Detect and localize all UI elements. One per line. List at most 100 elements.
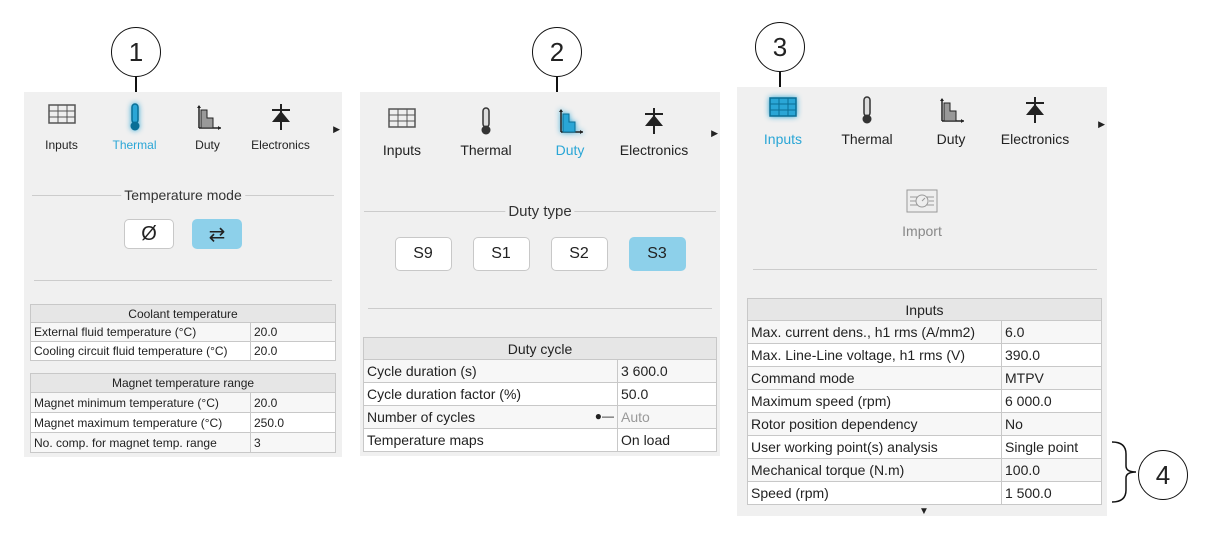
row-value[interactable]: MTPV bbox=[1001, 366, 1102, 390]
row-value[interactable]: Single point bbox=[1001, 435, 1102, 459]
row-label: Max. Line-Line voltage, h1 rms (V) bbox=[747, 343, 1002, 367]
callout-3: 3 bbox=[755, 22, 805, 72]
table-icon bbox=[25, 102, 98, 134]
scroll-down-arrow[interactable]: ▼ bbox=[919, 506, 929, 517]
tab-label: Inputs bbox=[45, 138, 78, 152]
duty-type-buttons: S9 S1 S2 S3 bbox=[360, 237, 720, 271]
row-label: Cycle duration (s) bbox=[363, 359, 618, 383]
duty-s2-button[interactable]: S2 bbox=[550, 237, 608, 271]
callout-4: 4 bbox=[1138, 450, 1188, 500]
row-label: No. comp. for magnet temp. range bbox=[30, 432, 251, 453]
duty-chart-icon bbox=[171, 102, 244, 134]
row-value[interactable]: 250.0 bbox=[250, 412, 336, 433]
row-value[interactable]: 390.0 bbox=[1001, 343, 1102, 367]
row-label: Rotor position dependency bbox=[747, 412, 1002, 436]
table-row: User working point(s) analysis Single poi… bbox=[747, 435, 1102, 459]
table-row: No. comp. for magnet temp. range 3 bbox=[30, 432, 336, 453]
diode-icon bbox=[993, 95, 1077, 127]
duty-chart-icon bbox=[909, 95, 993, 127]
divider bbox=[34, 280, 332, 281]
row-label: Magnet minimum temperature (°C) bbox=[30, 392, 251, 413]
table-header: Duty cycle bbox=[363, 337, 717, 360]
brace bbox=[1111, 441, 1137, 503]
row-value[interactable]: 6 000.0 bbox=[1001, 389, 1102, 413]
duty-s3-button[interactable]: S3 bbox=[628, 237, 686, 271]
link-toggle-icon[interactable]: ●— bbox=[594, 409, 614, 423]
tab-label: Electronics bbox=[251, 138, 310, 152]
thermal-panel: Inputs Thermal Duty Electronics ▶ Temperatu… bbox=[24, 92, 342, 457]
temperature-mode-buttons: Ø ⇄ bbox=[24, 219, 342, 249]
row-value[interactable]: Auto bbox=[617, 405, 717, 429]
row-label: Cooling circuit fluid temperature (°C) bbox=[30, 341, 251, 361]
tab-label: Duty bbox=[936, 131, 966, 147]
row-value[interactable]: 3 bbox=[250, 432, 336, 453]
table-row: Temperature maps On load bbox=[363, 428, 717, 452]
table-row: Rotor position dependency No bbox=[747, 412, 1102, 436]
table-row: Speed (rpm) 1 500.0 bbox=[747, 481, 1102, 505]
row-label: External fluid temperature (°C) bbox=[30, 322, 251, 342]
swap-arrows-mode-button[interactable]: ⇄ bbox=[192, 219, 242, 249]
row-label: Command mode bbox=[747, 366, 1002, 390]
tab-duty[interactable]: Duty bbox=[909, 95, 993, 147]
tab-thermal[interactable]: Thermal bbox=[444, 106, 528, 158]
duty-s9-button[interactable]: S9 bbox=[394, 237, 452, 271]
callout-2: 2 bbox=[532, 27, 582, 77]
row-value[interactable]: 20.0 bbox=[250, 341, 336, 361]
tab-inputs[interactable]: Inputs bbox=[25, 102, 98, 152]
row-value[interactable]: 20.0 bbox=[250, 392, 336, 413]
row-value[interactable]: 1 500.0 bbox=[1001, 481, 1102, 505]
duty-s1-button[interactable]: S1 bbox=[472, 237, 530, 271]
thermometer-icon bbox=[825, 95, 909, 127]
table-row: Magnet maximum temperature (°C) 250.0 bbox=[30, 412, 336, 433]
tab-bar: Inputs Thermal Duty Electronics bbox=[737, 95, 1107, 147]
tab-label: Electronics bbox=[1000, 131, 1070, 147]
row-label: Magnet maximum temperature (°C) bbox=[30, 412, 251, 433]
more-tabs-arrow[interactable]: ▶ bbox=[711, 128, 718, 138]
tab-inputs[interactable]: Inputs bbox=[360, 106, 444, 158]
thermometer-icon bbox=[444, 106, 528, 138]
table-row: Command mode MTPV bbox=[747, 366, 1102, 390]
row-value[interactable]: No bbox=[1001, 412, 1102, 436]
table-header: Magnet temperature range bbox=[30, 373, 336, 393]
tab-label: Electronics bbox=[619, 142, 689, 158]
table-row: Number of cycles ●— Auto bbox=[363, 405, 717, 429]
inputs-table: Inputs Max. current dens., h1 rms (A/mm2)… bbox=[747, 298, 1102, 505]
import-button[interactable]: Import bbox=[737, 188, 1107, 239]
duty-chart-icon bbox=[528, 106, 612, 138]
divider bbox=[368, 308, 712, 309]
tab-label: Inputs bbox=[763, 131, 803, 147]
row-value[interactable]: 3 600.0 bbox=[617, 359, 717, 383]
table-row: Maximum speed (rpm) 6 000.0 bbox=[747, 389, 1102, 413]
tab-thermal[interactable]: Thermal bbox=[825, 95, 909, 147]
tab-thermal[interactable]: Thermal bbox=[98, 102, 171, 152]
none-mode-button[interactable]: Ø bbox=[124, 219, 174, 249]
row-value[interactable]: 6.0 bbox=[1001, 320, 1102, 344]
thermometer-icon bbox=[98, 102, 171, 134]
tab-electronics[interactable]: Electronics bbox=[244, 102, 317, 152]
tab-duty[interactable]: Duty bbox=[528, 106, 612, 158]
inputs-panel: Inputs Thermal Duty Electronics ▶ Import In… bbox=[737, 87, 1107, 517]
row-value[interactable]: On load bbox=[617, 428, 717, 452]
more-tabs-arrow[interactable]: ▶ bbox=[333, 124, 340, 134]
divider bbox=[753, 269, 1097, 270]
table-icon bbox=[741, 95, 825, 127]
row-value[interactable]: 20.0 bbox=[250, 322, 336, 342]
duty-panel: Inputs Thermal Duty Electronics ▶ Duty type… bbox=[360, 92, 720, 456]
callout-line bbox=[135, 77, 137, 99]
more-tabs-arrow[interactable]: ▶ bbox=[1098, 119, 1105, 129]
tab-bar: Inputs Thermal Duty Electronics bbox=[24, 102, 342, 152]
row-label: Mechanical torque (N.m) bbox=[747, 458, 1002, 482]
table-icon bbox=[360, 106, 444, 138]
callout-line bbox=[556, 77, 558, 99]
table-row: Max. current dens., h1 rms (A/mm2) 6.0 bbox=[747, 320, 1102, 344]
row-label: User working point(s) analysis bbox=[747, 435, 1002, 459]
tab-label: Inputs bbox=[382, 142, 422, 158]
tab-electronics[interactable]: Electronics bbox=[612, 106, 696, 158]
tab-inputs[interactable]: Inputs bbox=[741, 95, 825, 147]
tab-electronics[interactable]: Electronics bbox=[993, 95, 1077, 147]
row-value[interactable]: 100.0 bbox=[1001, 458, 1102, 482]
magnet-temperature-table: Magnet temperature range Magnet minimum t… bbox=[30, 373, 336, 453]
row-label: Cycle duration factor (%) bbox=[363, 382, 618, 406]
row-value[interactable]: 50.0 bbox=[617, 382, 717, 406]
tab-duty[interactable]: Duty bbox=[171, 102, 244, 152]
